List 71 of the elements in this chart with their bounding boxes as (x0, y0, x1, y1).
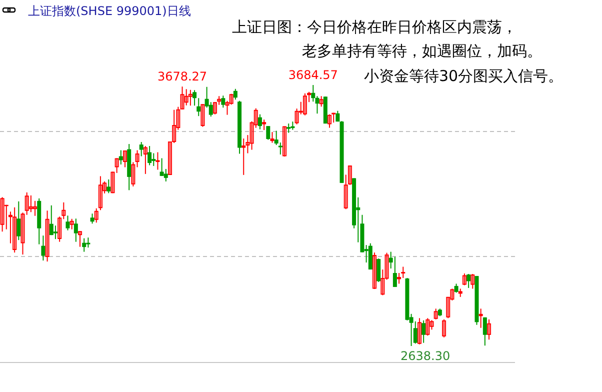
candlestick (266, 126, 270, 140)
candlestick (302, 92, 307, 116)
candlestick (45, 210, 50, 262)
candlestick (184, 88, 188, 106)
candlestick (368, 242, 372, 270)
candlestick (434, 308, 438, 320)
annotation: 小资金等待30分图买入信号。 (364, 67, 564, 85)
candlestick (258, 114, 262, 130)
candlestick (286, 123, 291, 134)
candlestick (90, 213, 94, 224)
candlestick (426, 318, 430, 336)
candlestick (12, 206, 17, 254)
candlestick (156, 152, 160, 170)
candlestick (388, 251, 393, 269)
candlestick (270, 132, 274, 144)
candlestick (164, 168, 168, 182)
candlestick (148, 146, 152, 166)
candlestick (16, 200, 21, 241)
candlestick (192, 90, 197, 106)
candlestick (49, 204, 54, 236)
candlestick (376, 258, 381, 282)
candlestick (262, 119, 266, 131)
candlestick (422, 320, 426, 344)
candlestick (372, 252, 376, 290)
candlestick (82, 238, 86, 252)
candlestick (180, 86, 184, 110)
candlestick (143, 146, 148, 174)
candlestick (196, 98, 201, 117)
candlestick (114, 158, 119, 174)
candlestick (139, 142, 144, 157)
annotation: 2638.30 (400, 349, 450, 363)
candlestick (28, 194, 33, 213)
candlestick (0, 196, 4, 232)
candlestick (487, 318, 492, 340)
candlestick (86, 237, 90, 248)
candlestick (328, 114, 332, 128)
candlestick (221, 95, 226, 108)
candlestick (470, 273, 475, 290)
candlestick (131, 162, 136, 187)
text: 老多单持有等待，如遇圈位，加码。 (302, 42, 542, 60)
candlestick (152, 152, 156, 166)
candlestick (78, 230, 82, 248)
candlestick (242, 138, 246, 176)
candlestick (53, 225, 58, 240)
candlestick (70, 218, 74, 230)
candlestick (94, 208, 98, 224)
annotation: 3678.27 (157, 70, 208, 84)
text: 上证日图：今日价格在昨日价格区内震荡， (232, 18, 517, 36)
annotation: 3684.57 (288, 68, 338, 82)
candlestick (392, 256, 397, 288)
candlestick (233, 88, 238, 100)
candlestick (442, 318, 446, 338)
candlestick (482, 316, 487, 346)
candlestick (462, 272, 466, 286)
candlestick (135, 150, 140, 168)
candlestick (118, 150, 123, 165)
candlestick (123, 150, 127, 168)
candlestick (417, 318, 422, 345)
chart-title: 上证指数(SHSE 999001)日线 (28, 4, 191, 18)
candlestick (41, 235, 46, 262)
candlestick (110, 171, 115, 194)
candlestick (319, 96, 324, 108)
candlestick (188, 89, 192, 106)
candlestick (106, 178, 111, 194)
candlestick (66, 215, 70, 231)
candlestick (466, 273, 471, 288)
candlestick (278, 142, 282, 155)
candlestick (200, 104, 205, 128)
candlestick (98, 176, 102, 211)
candlestick (282, 126, 287, 157)
candlestick (74, 218, 78, 242)
